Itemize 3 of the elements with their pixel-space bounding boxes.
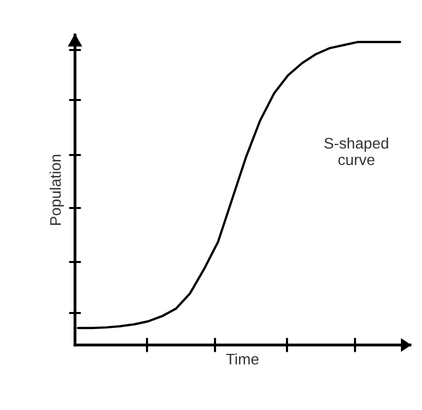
annotation: S-shaped curve [324,137,388,166]
y-axis-title: Population [50,154,64,225]
x-axis-title: Time [226,353,259,365]
